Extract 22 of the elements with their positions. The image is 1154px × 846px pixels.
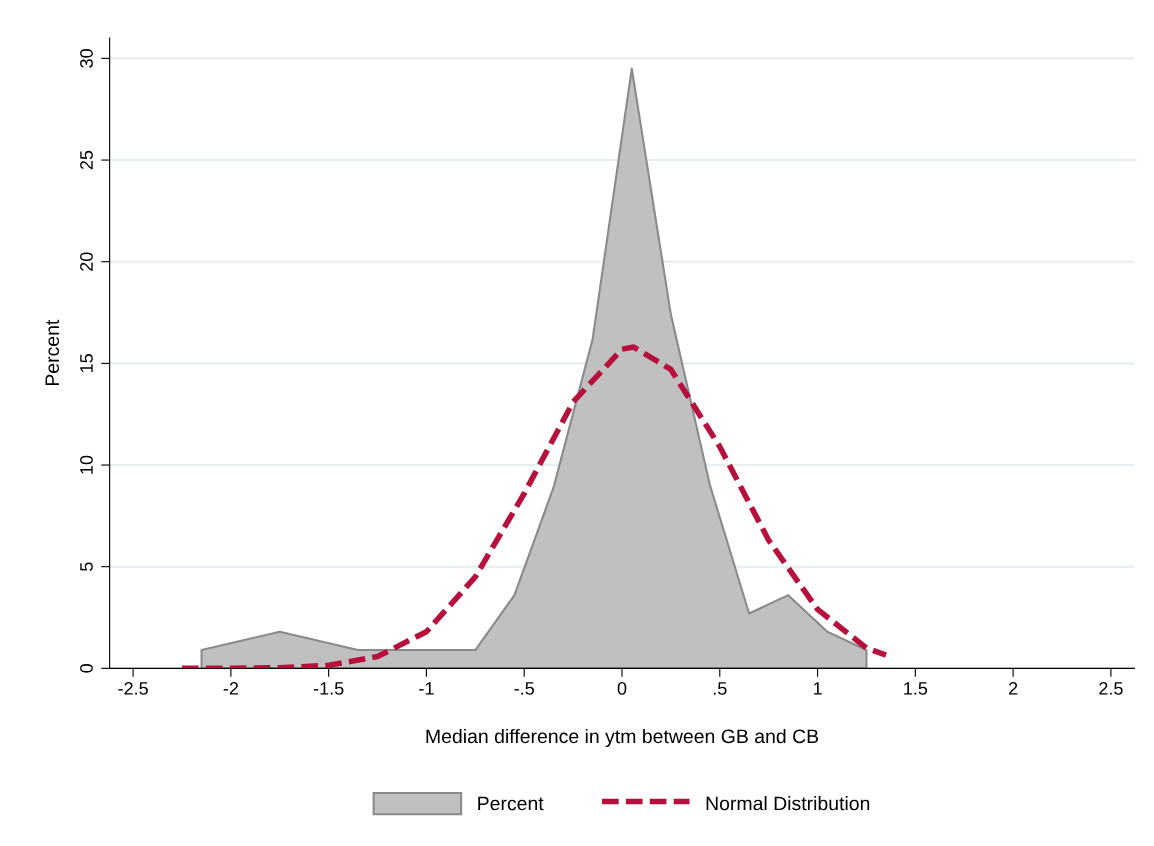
x-tick-label: 1.5: [904, 682, 928, 695]
x-tick-label: -2.5: [118, 682, 148, 695]
x-tick-label: 2.5: [1099, 682, 1123, 695]
x-tick-label: -1.5: [313, 682, 344, 695]
y-axis-title: Percent: [45, 319, 60, 386]
legend-label: Percent: [478, 796, 544, 811]
y-tick-label: 0: [80, 664, 93, 673]
x-tick-label: 0: [617, 682, 627, 695]
y-tick-label: 5: [80, 562, 93, 571]
x-tick-label: -.5: [514, 682, 534, 695]
y-tick-label: 20: [80, 252, 93, 271]
x-tick-label: -1: [419, 682, 434, 695]
y-tick-label: 10: [80, 455, 93, 474]
y-tick-label: 15: [80, 354, 93, 373]
legend-label: Normal Distribution: [706, 796, 870, 811]
x-tick-label: 2: [1009, 682, 1018, 695]
y-tick-label: 25: [80, 150, 93, 170]
x-tick-label: .5: [713, 682, 727, 695]
x-axis-title: Median difference in ytm between GB and CB: [426, 728, 819, 748]
x-tick-label: -2: [223, 682, 238, 695]
y-tick-label: 30: [80, 49, 93, 68]
x-tick-label: 1: [813, 682, 822, 695]
